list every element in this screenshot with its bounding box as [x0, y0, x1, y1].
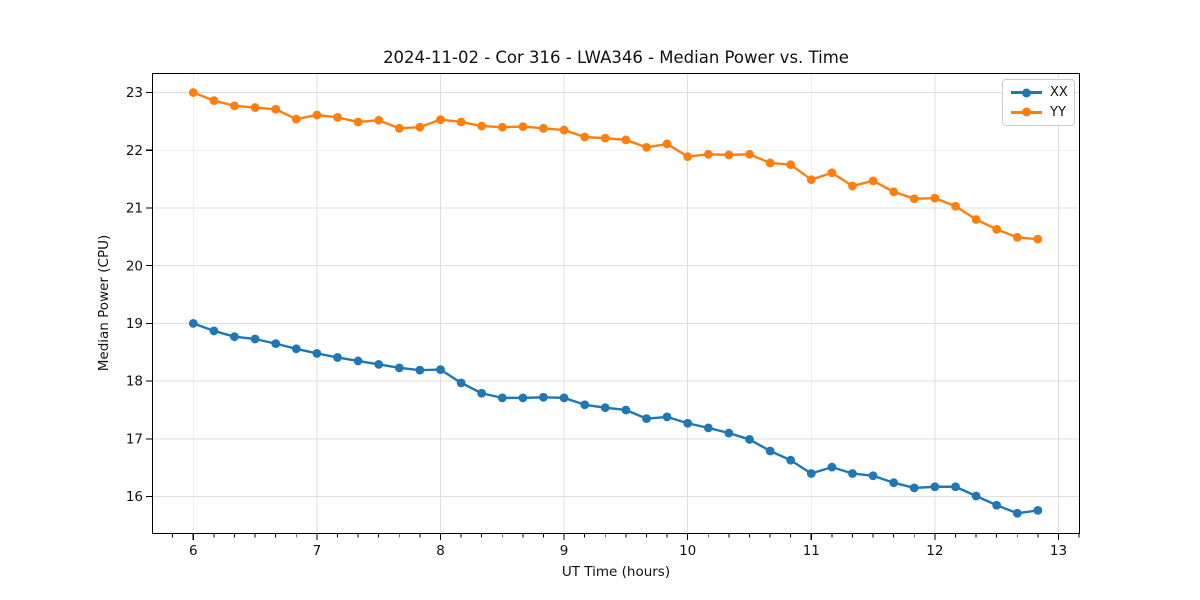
legend-line-sample-yy	[1011, 107, 1042, 117]
legend-marker-yy	[1022, 107, 1031, 117]
svg-text:13: 13	[1050, 543, 1067, 559]
legend-line-sample-xx	[1011, 88, 1042, 98]
svg-text:22: 22	[126, 143, 143, 159]
legend-label-xx: XX	[1050, 85, 1068, 101]
y-axis-label: Median Power (CPU)	[96, 234, 112, 372]
svg-text:7: 7	[313, 543, 322, 559]
legend-label-yy: YY	[1050, 104, 1066, 120]
legend-marker-xx	[1022, 88, 1031, 98]
svg-text:20: 20	[126, 258, 143, 274]
svg-text:6: 6	[189, 543, 198, 559]
svg-text:16: 16	[126, 489, 143, 505]
legend-entry-yy: YY	[1011, 103, 1066, 121]
legend-entry-xx: XX	[1011, 84, 1068, 102]
svg-text:11: 11	[803, 543, 820, 559]
legend: XX YY	[1002, 79, 1075, 126]
svg-text:9: 9	[560, 543, 569, 559]
svg-text:19: 19	[126, 316, 143, 332]
svg-text:10: 10	[679, 543, 696, 559]
x-axis-label: UT Time (hours)	[561, 564, 671, 580]
svg-text:21: 21	[126, 201, 143, 217]
svg-text:23: 23	[126, 85, 143, 101]
svg-text:18: 18	[126, 374, 143, 390]
chart-title: 2024-11-02 - Cor 316 - LWA346 - Median P…	[383, 48, 849, 67]
svg-text:8: 8	[436, 543, 445, 559]
svg-text:17: 17	[126, 431, 143, 447]
svg-text:12: 12	[926, 543, 943, 559]
